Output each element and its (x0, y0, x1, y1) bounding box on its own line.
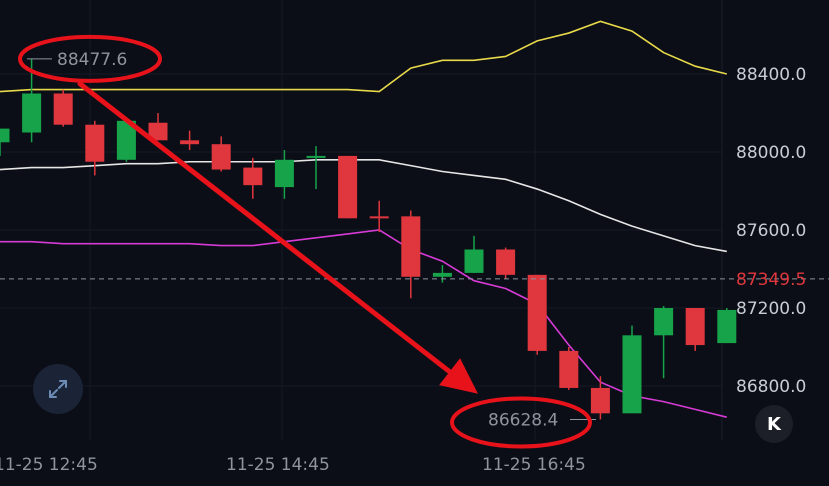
trend-arrow-line (77, 81, 453, 375)
candle-body (211, 144, 231, 170)
x-tick-label: 11-25 12:45 (0, 455, 98, 475)
candle-body (148, 122, 168, 141)
candles (0, 58, 737, 420)
candle-body (401, 216, 421, 277)
candle-body (22, 93, 42, 133)
max-highlight-ellipse (18, 34, 162, 83)
chevron-back-icon: K (767, 413, 781, 435)
candle-body (432, 272, 452, 277)
candle-body (685, 308, 705, 346)
candle-body (654, 308, 674, 336)
y-tick-label: 87200.0 (736, 299, 806, 319)
annotations: 88477.6 86628.4 (18, 34, 596, 449)
candle-body (53, 93, 73, 125)
min-price-label: 86628.4 (488, 410, 558, 430)
indicator-line-3 (0, 229, 727, 418)
candle-body (622, 335, 642, 414)
x-axis: 11-25 12:45 11-25 14:45 11-25 16:45 (0, 455, 586, 475)
candle-body (116, 120, 136, 160)
candle-body (180, 140, 200, 145)
y-tick-label: 88000.0 (736, 143, 806, 163)
indicator-lines (0, 20, 727, 418)
scroll-to-latest-button[interactable]: K (755, 405, 793, 443)
candle-body (369, 216, 389, 219)
indicator-line-2 (0, 159, 727, 253)
y-tick-label: 86800.0 (736, 377, 806, 397)
x-tick-label: 11-25 16:45 (482, 455, 586, 475)
candle-body (0, 128, 10, 143)
candle-body (559, 350, 579, 388)
current-price-label: 87349.5 (736, 270, 806, 290)
candle-body (464, 249, 484, 273)
candle-body (274, 159, 294, 188)
x-tick-label: 11-25 14:45 (226, 455, 330, 475)
y-tick-label: 88400.0 (736, 65, 806, 85)
min-highlight-ellipse (450, 396, 592, 449)
candle-body (243, 167, 263, 186)
indicator-line-1 (0, 20, 727, 93)
max-price-label: 88477.6 (57, 50, 127, 70)
trend-arrow-head (439, 358, 478, 394)
expand-button[interactable] (33, 364, 83, 414)
candle-body (717, 309, 737, 344)
y-axis: 88400.0 88000.0 87600.0 87200.0 86800.0 87349… (736, 65, 806, 397)
expand-arrows-icon (49, 380, 67, 398)
candle-body (306, 155, 326, 158)
y-tick-label: 87600.0 (736, 221, 806, 241)
candle-body (85, 124, 105, 162)
candle-body (338, 155, 358, 219)
candle-body (527, 274, 547, 351)
candle-body (496, 249, 516, 275)
candle-body (590, 387, 610, 414)
